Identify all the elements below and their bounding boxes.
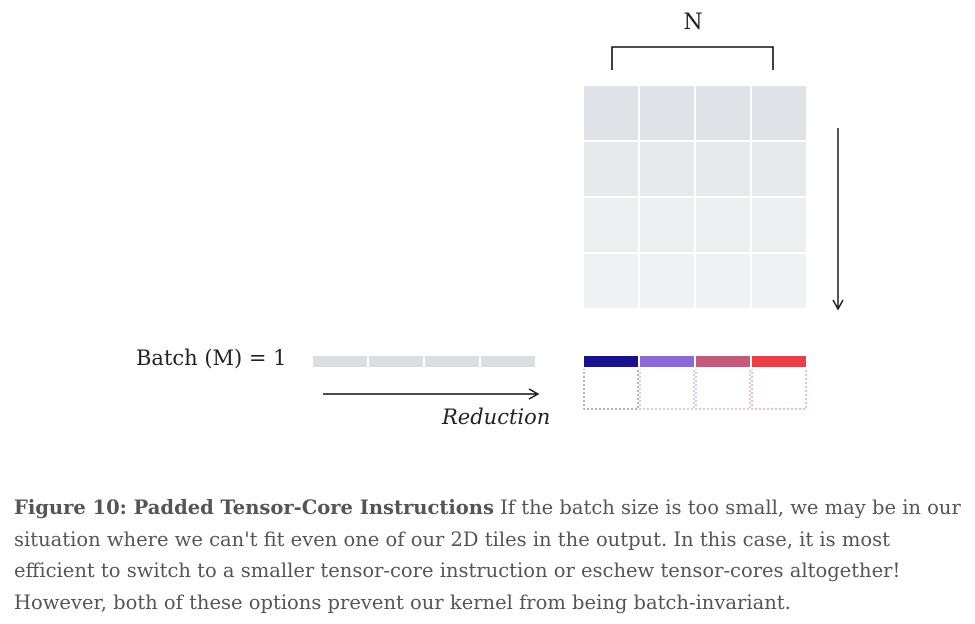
weight-matrix xyxy=(582,84,808,310)
reduction-arrow xyxy=(323,388,540,400)
matrix-tile xyxy=(694,252,752,310)
matrix-tile xyxy=(750,140,808,198)
output-padding-tile xyxy=(583,367,639,410)
batch-row-segment xyxy=(311,354,369,369)
padded-tensor-core-diagram: N Batch (M) = 1 Reduction xyxy=(136,10,844,429)
output-padding-tile xyxy=(639,367,695,410)
matrix-tile xyxy=(694,84,752,142)
diagram-svg xyxy=(311,46,844,410)
batch-row-segment xyxy=(367,354,425,369)
output-padding-tile xyxy=(751,367,807,410)
batch-row xyxy=(311,354,537,369)
down-arrow xyxy=(832,128,844,311)
matrix-tile xyxy=(638,252,696,310)
matrix-tile xyxy=(750,196,808,254)
output-row-segment xyxy=(638,354,696,369)
n-bracket xyxy=(611,46,774,70)
matrix-tile xyxy=(582,140,640,198)
figure-caption: Figure 10: Padded Tensor-Core Instructio… xyxy=(14,492,964,618)
batch-row-segment xyxy=(423,354,481,369)
caption-title: Figure 10: Padded Tensor-Core Instructio… xyxy=(14,496,494,519)
matrix-tile xyxy=(638,196,696,254)
output-row-segment xyxy=(750,354,808,369)
matrix-tile xyxy=(694,140,752,198)
reduction-label: Reduction xyxy=(442,405,551,429)
matrix-tile xyxy=(638,140,696,198)
matrix-tile xyxy=(638,84,696,142)
batch-label: Batch (M) = 1 xyxy=(136,346,287,370)
matrix-tile xyxy=(750,84,808,142)
batch-row-segment xyxy=(479,354,537,369)
output-tiles xyxy=(582,354,808,410)
output-row-segment xyxy=(694,354,752,369)
output-row-segment xyxy=(582,354,640,369)
matrix-tile xyxy=(750,252,808,310)
matrix-tile xyxy=(582,252,640,310)
output-padding-tile xyxy=(695,367,751,410)
n-label: N xyxy=(683,10,703,35)
matrix-tile xyxy=(582,196,640,254)
caption-text: If the batch size is too small, we may b… xyxy=(14,496,961,614)
matrix-tile xyxy=(694,196,752,254)
matrix-tile xyxy=(582,84,640,142)
